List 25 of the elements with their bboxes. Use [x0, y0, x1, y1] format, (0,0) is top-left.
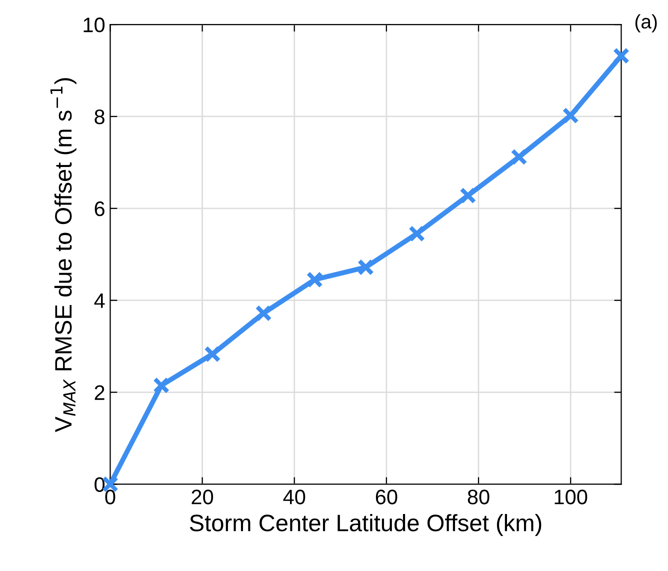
point: [408, 225, 426, 242]
point: [612, 47, 630, 64]
x-tick-label: 80: [468, 490, 490, 504]
x-tick-label: 20: [192, 490, 214, 504]
x-tick-label: 40: [283, 490, 306, 504]
x-tick-label: 60: [376, 490, 398, 504]
y-tick-label: 10: [84, 18, 105, 32]
point: [204, 346, 221, 362]
x-tick-label: 0: [105, 490, 116, 504]
point: [152, 377, 170, 394]
point: [306, 271, 323, 288]
y-tick-label: 8: [94, 109, 104, 124]
point: [460, 187, 476, 204]
y-tick-label: 4: [94, 294, 105, 308]
text: (a): [635, 14, 657, 32]
point: [357, 258, 374, 276]
y-tick-label: 6: [94, 201, 104, 216]
point: [510, 148, 528, 166]
point: [255, 304, 272, 322]
x-axis-title: Storm Center Latitude Offset (km): [190, 514, 542, 536]
y-tick-label: 2: [94, 385, 104, 400]
y-axis-title: V$_{MAX}$ RMSE due to Offset (m s$^{−1}$): [50, 78, 76, 432]
y-tick-label: 0: [94, 477, 105, 492]
x-tick-label: 100: [554, 490, 588, 504]
point: [562, 107, 579, 124]
